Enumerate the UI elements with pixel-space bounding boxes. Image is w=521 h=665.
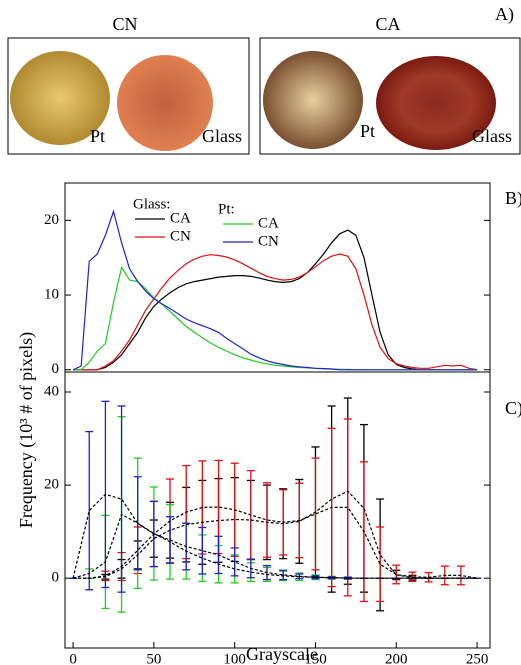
legend-label: CA [170, 210, 191, 226]
legend-title: Glass: [133, 196, 171, 212]
legend-label: CA [258, 215, 279, 231]
error-bar [408, 571, 417, 583]
error-bar [311, 457, 320, 571]
legend-title: Pt: [218, 201, 235, 217]
sample-label: Glass [202, 126, 242, 146]
y-tick-label: 0 [52, 570, 60, 586]
error-bar [262, 482, 271, 558]
error-bar [230, 547, 239, 577]
x-tick-label: 200 [385, 651, 408, 665]
plot-frame [64, 371, 491, 649]
y-tick-label: 0 [52, 361, 60, 377]
group-title: CN [112, 14, 137, 34]
panel-label: B) [505, 188, 521, 209]
y-axis-label: Frequency (10³ # of pixels) [16, 332, 37, 528]
x-tick-label: 0 [69, 651, 77, 665]
series-line [72, 513, 478, 579]
group-title: CA [375, 14, 400, 34]
x-tick-label: 250 [466, 651, 489, 665]
y-tick-label: 10 [44, 286, 59, 302]
error-bar [376, 526, 385, 603]
sample-label: Pt [90, 126, 105, 146]
sample-label: Pt [360, 121, 375, 141]
error-bar [343, 418, 352, 597]
plot-frame [64, 182, 491, 373]
series-line [73, 490, 478, 579]
sample-label: Glass [472, 126, 512, 146]
series-line [73, 506, 478, 579]
y-tick-label: 20 [44, 212, 59, 228]
photo-frame [7, 37, 250, 155]
series-line [72, 493, 478, 579]
x-tick-label: 50 [146, 651, 161, 665]
x-tick-label: 150 [304, 651, 327, 665]
sample-photo [10, 51, 110, 145]
series-line [73, 253, 478, 371]
series-line [73, 265, 478, 371]
series-line [72, 209, 478, 371]
x-axis-label: Grayscale [246, 644, 318, 664]
y-tick-label: 40 [44, 383, 59, 399]
sample-photo [376, 56, 496, 150]
panel-label: C) [505, 398, 521, 419]
error-bar [85, 430, 94, 591]
error-bar [166, 516, 175, 564]
y-tick-label: 20 [44, 477, 59, 493]
x-tick-label: 100 [223, 651, 246, 665]
sample-photo [263, 51, 363, 149]
series-line [73, 229, 478, 371]
legend-label: CN [258, 233, 279, 249]
sample-photo [117, 55, 213, 151]
error-bar [279, 569, 288, 581]
panel-label: A) [495, 4, 514, 25]
error-bar [198, 526, 207, 575]
error-bar [117, 405, 126, 593]
legend-label: CN [170, 228, 191, 244]
photo-frame [259, 37, 521, 155]
panel-a: A) CN CA Pt Glass Pt Glass [7, 4, 521, 155]
